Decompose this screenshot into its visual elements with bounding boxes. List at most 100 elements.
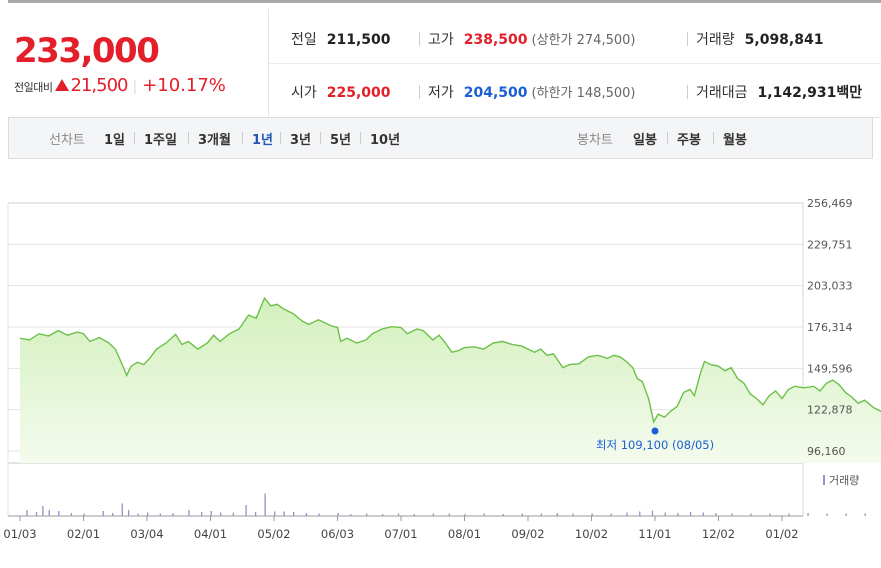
volume-bar xyxy=(651,510,654,516)
change-percent: +10.17% xyxy=(142,75,226,96)
volume-bar xyxy=(293,512,295,516)
line-chart-label: 선차트 xyxy=(49,133,85,148)
volume-bar xyxy=(220,512,222,516)
prev-close-value: 211,500 xyxy=(326,32,391,48)
open-price: 시가 225,000 xyxy=(291,82,391,102)
volume-bar xyxy=(102,511,104,516)
volume-bar xyxy=(639,511,641,516)
volume-bar xyxy=(864,513,866,516)
volume-bar xyxy=(464,514,466,516)
volume-label: 거래량 xyxy=(696,32,735,48)
x-tick-label: 10/02 xyxy=(575,527,608,541)
y-tick-label: 256,469 xyxy=(807,197,853,210)
tab-1d[interactable]: 1일 xyxy=(104,133,126,148)
volume-bar xyxy=(413,514,415,516)
x-tick-label: 04/01 xyxy=(194,527,227,541)
volume-bar xyxy=(432,513,435,516)
x-tick-label: 01/02 xyxy=(765,527,798,541)
high-value: 238,500 xyxy=(463,32,528,48)
volume-bar xyxy=(42,506,44,516)
volume-bar xyxy=(147,512,149,516)
volume-bar xyxy=(112,513,114,516)
tab-monthly[interactable]: 월봉 xyxy=(723,133,747,148)
divider xyxy=(320,132,321,144)
volume-bar xyxy=(305,513,308,516)
day-low: 저가 204,500 (하한가 148,500) xyxy=(428,82,635,102)
volume-bar xyxy=(664,512,666,516)
volume-bar xyxy=(210,511,212,516)
high-label: 고가 xyxy=(428,32,454,48)
volume-bar xyxy=(254,512,257,516)
volume-bar xyxy=(274,511,276,516)
y-tick-label: 149,596 xyxy=(807,362,853,375)
divider xyxy=(419,32,420,46)
volume-bar xyxy=(283,511,285,516)
upper-limit: (상한가 274,500) xyxy=(531,33,636,48)
up-triangle-icon xyxy=(55,79,70,91)
volume-bar xyxy=(448,513,450,516)
volume-bar xyxy=(366,513,368,516)
volume-bar xyxy=(159,513,161,516)
volume-bar xyxy=(521,513,523,516)
row-divider xyxy=(269,63,881,64)
tab-1y[interactable]: 1년 xyxy=(252,133,274,148)
volume-bar xyxy=(591,513,593,516)
chart-plot-area xyxy=(19,296,881,463)
volume-bar xyxy=(121,503,123,516)
volume-bar xyxy=(188,510,190,516)
volume-bar xyxy=(731,513,733,516)
y-tick-label: 176,314 xyxy=(807,321,853,334)
lower-limit-value: 148,500 xyxy=(576,86,631,101)
volume-bar xyxy=(318,513,320,516)
volume-bar xyxy=(35,512,38,516)
divider xyxy=(360,132,361,144)
trade-value-label: 거래대금 xyxy=(696,85,748,101)
divider xyxy=(419,85,420,99)
x-tick-label: 08/01 xyxy=(448,527,481,541)
upper-limit-value: 274,500 xyxy=(576,33,631,48)
volume-legend-swatch xyxy=(823,475,825,485)
upper-limit-label: 상한가 xyxy=(536,33,573,48)
current-price-box: 233,000 전일대비 21,500 | +10.17% xyxy=(8,9,269,117)
volume-bar xyxy=(127,510,130,516)
volume-bar xyxy=(264,493,266,516)
volume-legend-label: 거래량 xyxy=(829,474,859,487)
volume-bar xyxy=(48,510,50,516)
divider xyxy=(687,32,688,46)
divider xyxy=(188,132,189,144)
y-tick-label: 203,033 xyxy=(807,280,853,293)
prev-close-label: 전일 xyxy=(291,32,317,48)
open-label: 시가 xyxy=(291,85,317,101)
divider xyxy=(134,132,135,144)
volume-bar xyxy=(826,513,828,516)
x-tick-label: 07/01 xyxy=(384,527,417,541)
volume-bar xyxy=(58,511,60,516)
volume-bar xyxy=(788,513,790,516)
tab-daily[interactable]: 일봉 xyxy=(633,133,657,148)
volume-bar xyxy=(626,512,628,516)
divider xyxy=(687,85,688,99)
tab-1w[interactable]: 1주일 xyxy=(144,133,177,148)
volume-bar xyxy=(540,513,542,516)
volume-bar xyxy=(677,513,679,516)
change-amount: 21,500 xyxy=(70,75,128,96)
divider xyxy=(242,132,243,144)
tab-3y[interactable]: 3년 xyxy=(290,133,312,148)
trade-value-amount: 1,142,931 xyxy=(757,85,837,101)
volume-bar xyxy=(83,513,85,516)
tab-3m[interactable]: 3개월 xyxy=(198,133,231,148)
prev-close: 전일 211,500 xyxy=(291,29,391,49)
volume-bar xyxy=(689,512,692,516)
volume-bar xyxy=(70,513,73,516)
y-tick-label: 96,160 xyxy=(807,445,846,458)
low-marker-label: 최저 109,100 (08/05) xyxy=(596,438,714,452)
x-tick-label: 12/02 xyxy=(702,527,735,541)
volume-bar xyxy=(483,513,485,516)
tab-weekly[interactable]: 주봉 xyxy=(677,133,701,148)
volume-bar xyxy=(337,513,339,516)
tab-5y[interactable]: 5년 xyxy=(330,133,352,148)
tab-10y[interactable]: 10년 xyxy=(370,133,401,148)
volume-bar xyxy=(807,513,809,516)
volume-bar xyxy=(245,505,247,516)
change-label: 전일대비 xyxy=(14,81,53,94)
